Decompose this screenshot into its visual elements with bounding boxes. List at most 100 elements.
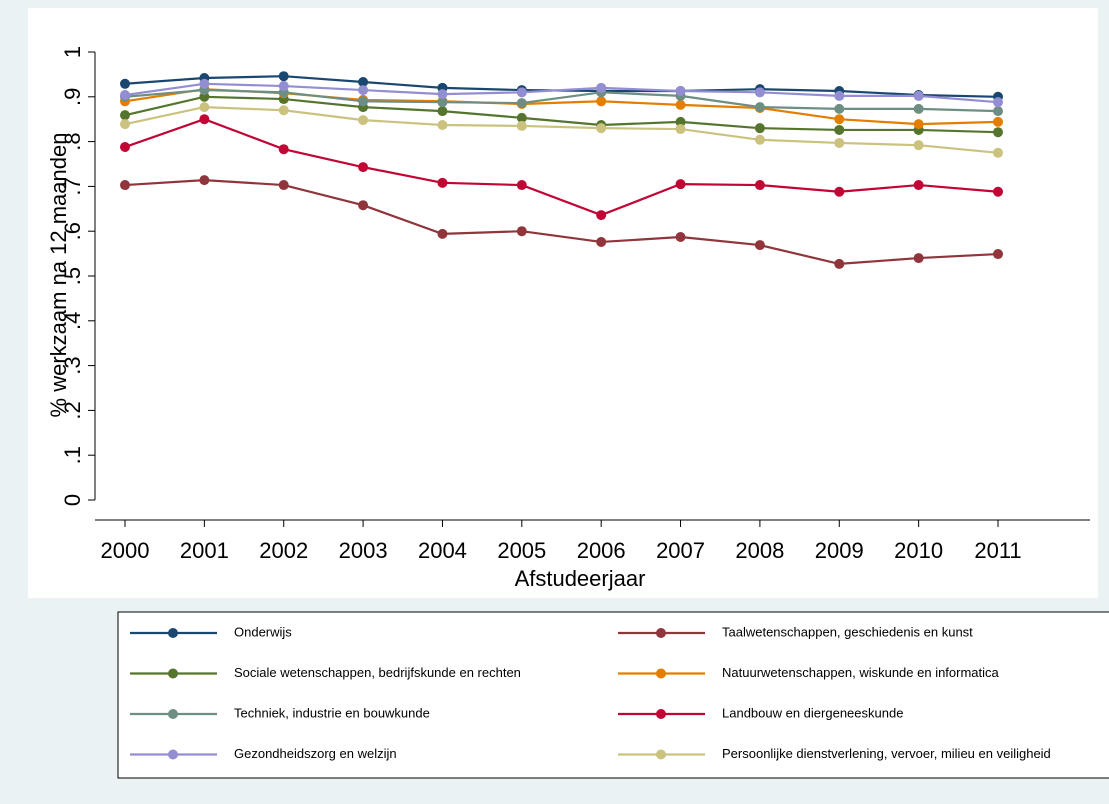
- data-point: [834, 103, 845, 114]
- legend-label: Natuurwetenschappen, wiskunde en informa…: [722, 665, 1000, 680]
- legend-label: Sociale wetenschappen, bedrijfskunde en …: [234, 665, 521, 680]
- data-point: [120, 90, 130, 101]
- data-point: [120, 180, 130, 191]
- data-point: [358, 200, 369, 211]
- data-point: [834, 114, 845, 125]
- data-point: [358, 85, 369, 96]
- data-point: [754, 134, 765, 145]
- data-point: [993, 106, 1003, 117]
- data-point: [120, 141, 130, 152]
- y-tick-label: .8: [60, 132, 85, 150]
- data-point: [675, 124, 686, 135]
- x-tick-label: 2006: [577, 538, 626, 563]
- data-point: [120, 110, 130, 121]
- data-point: [358, 115, 369, 126]
- data-point: [993, 97, 1003, 108]
- series-line: [124, 179, 999, 266]
- data-point: [834, 186, 845, 197]
- data-point: [437, 228, 448, 239]
- data-point: [754, 240, 765, 251]
- y-tick-label: 1: [60, 46, 85, 58]
- data-point: [516, 120, 527, 131]
- data-point: [754, 123, 765, 134]
- legend-label: Landbouw en diergeneeskunde: [722, 705, 903, 720]
- legend-label: Techniek, industrie en bouwkunde: [234, 705, 430, 720]
- data-point: [834, 90, 845, 101]
- legend-label: Gezondheidszorg en welzijn: [234, 746, 397, 761]
- data-point: [913, 103, 924, 114]
- data-point: [754, 102, 765, 113]
- x-tick-label: 2005: [497, 538, 546, 563]
- y-tick-label: .3: [60, 356, 85, 374]
- y-tick-label: .9: [60, 88, 85, 106]
- data-point: [913, 119, 924, 130]
- legend-box: [117, 611, 1109, 779]
- data-point: [437, 177, 448, 188]
- data-point: [278, 144, 289, 155]
- legend-marker: [168, 709, 178, 719]
- data-point: [993, 116, 1003, 127]
- data-point: [596, 82, 607, 93]
- x-tick-label: 2000: [101, 538, 150, 563]
- legend-marker: [168, 668, 178, 679]
- data-point: [516, 226, 527, 237]
- data-point: [278, 81, 289, 92]
- data-point: [675, 99, 686, 110]
- x-axis-title: Afstudeerjaar: [515, 566, 646, 591]
- legend-marker: [168, 628, 178, 638]
- data-point: [596, 236, 607, 247]
- x-tick-label: 2001: [180, 538, 229, 563]
- x-tick-label: 2003: [339, 538, 388, 563]
- data-point: [199, 175, 210, 186]
- data-point: [516, 112, 527, 123]
- x-tick-label: 2010: [894, 538, 943, 563]
- legend-marker: [656, 668, 666, 679]
- data-point: [278, 71, 289, 82]
- data-point: [516, 98, 527, 109]
- data-point: [437, 120, 448, 131]
- x-tick-label: 2011: [974, 538, 1021, 563]
- y-tick-label: .7: [60, 177, 85, 195]
- y-tick-label: .2: [60, 401, 85, 419]
- data-point: [120, 119, 130, 130]
- data-point: [199, 78, 210, 89]
- data-point: [754, 180, 765, 191]
- y-tick-label: 0: [60, 494, 85, 506]
- legend-label: Taalwetenschappen, geschiedenis en kunst: [722, 624, 973, 639]
- legend-label: Onderwijs: [234, 624, 292, 639]
- data-point: [437, 89, 448, 100]
- y-tick-label: .4: [60, 312, 85, 330]
- series-line: [124, 105, 999, 154]
- data-point: [993, 186, 1003, 197]
- data-point: [754, 87, 765, 98]
- data-point: [675, 179, 686, 190]
- data-point: [278, 180, 289, 191]
- y-tick-label: .1: [60, 446, 85, 464]
- data-point: [913, 253, 924, 264]
- legend-marker: [656, 749, 666, 760]
- data-point: [120, 78, 130, 89]
- data-point: [358, 162, 369, 173]
- data-point: [596, 210, 607, 221]
- data-point: [278, 105, 289, 116]
- data-point: [913, 180, 924, 191]
- x-tick-label: 2004: [418, 538, 467, 563]
- data-point: [913, 90, 924, 101]
- y-axis-title: % werkzaam na 12 maanden: [46, 133, 71, 418]
- data-point: [199, 102, 210, 113]
- series-line: [124, 118, 999, 217]
- x-tick-label: 2002: [259, 538, 308, 563]
- data-point: [993, 147, 1003, 158]
- legend-marker: [168, 749, 178, 760]
- data-point: [596, 96, 607, 107]
- data-point: [675, 232, 686, 243]
- data-point: [516, 87, 527, 98]
- y-tick-label: .5: [60, 267, 85, 285]
- data-point: [675, 85, 686, 96]
- data-point: [516, 180, 527, 191]
- data-point: [596, 123, 607, 134]
- legend-label: Persoonlijke dienstverlening, vervoer, m…: [722, 746, 1051, 761]
- series-line: [124, 95, 999, 134]
- data-point: [993, 249, 1003, 260]
